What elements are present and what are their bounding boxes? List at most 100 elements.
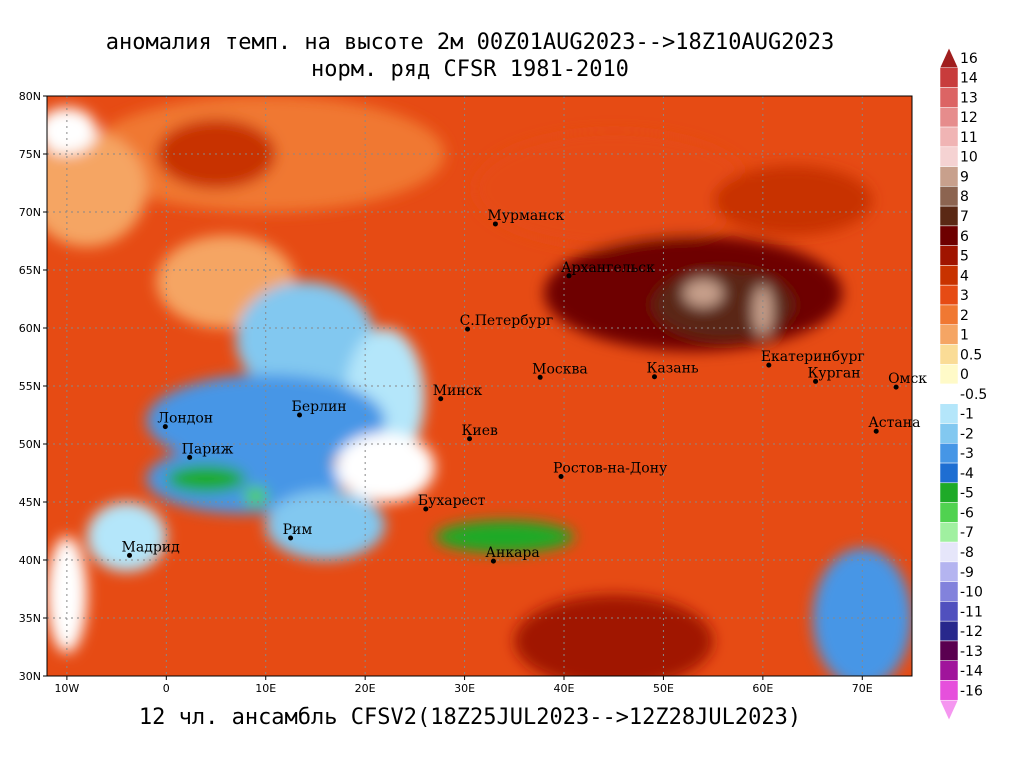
city-marker: [438, 396, 444, 402]
colorbar-swatch: [939, 383, 959, 405]
colorbar-swatch: [939, 126, 959, 148]
colorbar-label: 0.5: [960, 347, 982, 363]
city-label: Мадрид: [122, 539, 181, 555]
colorbar-swatch: [939, 363, 959, 385]
colorbar-swatch: [939, 344, 959, 365]
chart-title-line1: аномалия темп. на высоте 2м 00Z01AUG2023…: [105, 30, 835, 55]
colorbar-swatch: [939, 423, 959, 444]
colorbar-label: -10: [960, 585, 983, 601]
anomaly-region: [86, 502, 167, 572]
colorbar-swatch: [939, 225, 959, 246]
colorbar-swatch: [939, 680, 959, 701]
colorbar-swatch: [939, 443, 959, 464]
city-marker: [187, 454, 193, 460]
colorbar-swatch: [939, 660, 959, 681]
city-marker: [893, 384, 899, 390]
lat-tick-label: 60N: [19, 322, 41, 335]
colorbar-swatch: [939, 304, 959, 325]
colorbar-swatch: [939, 462, 959, 484]
colorbar: 16 14 13 12 11 10 9 8 7 6 5 4 3 2 1 0.5 0 -0.5 -1 -2 -3 -4 -5 -…: [939, 47, 987, 721]
city-marker: [813, 378, 819, 384]
anomaly-region: [243, 486, 268, 506]
city-label: Казань: [646, 361, 698, 377]
lon-tick-label: 10E: [255, 682, 276, 695]
colorbar-label: -9: [960, 565, 974, 581]
colorbar-label: 13: [960, 90, 978, 106]
city-label: Анкара: [485, 545, 539, 561]
lat-tick-label: 40N: [19, 554, 41, 567]
city-label: Екатеринбург: [761, 349, 865, 365]
colorbar-label: -13: [960, 644, 983, 660]
colorbar-swatch: [939, 205, 959, 227]
city-marker: [297, 412, 303, 418]
anomaly-region: [235, 281, 376, 398]
colorbar-label: 1: [960, 328, 969, 344]
colorbar-swatch: [939, 265, 959, 286]
colorbar-label: -5: [960, 486, 974, 502]
city-marker: [467, 436, 473, 442]
city-label: Мурманск: [487, 208, 564, 224]
lat-tick-label: 30N: [19, 670, 41, 683]
map-grid: [46, 95, 913, 677]
colorbar-swatch: [939, 107, 959, 128]
city-label: Киев: [462, 423, 498, 439]
colorbar-swatch: [939, 640, 959, 661]
colorbar-label: 5: [960, 249, 969, 265]
city-labels: Мурманск Архангельск С.Петербург Москва Каза…: [122, 208, 927, 564]
colorbar-swatch: [939, 403, 959, 424]
lon-tick-label: 50E: [653, 682, 674, 695]
lat-tick-label: 70N: [19, 206, 41, 219]
lat-tick-label: 35N: [19, 612, 41, 625]
city-label: С.Петербург: [460, 313, 554, 329]
city-marker: [288, 535, 294, 541]
colorbar-label: -11: [960, 604, 983, 620]
colorbar-swatch: [939, 620, 959, 642]
colorbar-label: -3: [960, 446, 974, 462]
city-label: Курган: [808, 365, 861, 381]
colorbar-cap-bottom: [939, 699, 959, 721]
colorbar-swatch: [939, 324, 959, 345]
city-marker: [558, 473, 564, 479]
colorbar-swatch: [939, 581, 959, 602]
city-label: Париж: [182, 441, 234, 457]
colorbar-label: 2: [960, 308, 969, 324]
colorbar-swatch: [939, 67, 959, 88]
colorbar-label: -7: [960, 525, 974, 541]
city-marker: [766, 362, 772, 368]
anomaly-region: [474, 130, 753, 247]
colorbar-swatch: [939, 522, 959, 543]
colorbar-label: 4: [960, 268, 969, 284]
colorbar-label: -6: [960, 505, 974, 521]
colorbar-swatch: [939, 541, 959, 563]
city-label: Омск: [888, 371, 927, 387]
city-label: Москва: [532, 361, 588, 377]
colorbar-label: -2: [960, 426, 974, 442]
city-marker: [492, 221, 498, 227]
city-label: Астана: [868, 415, 920, 431]
colorbar-label: -8: [960, 545, 974, 561]
colorbar-label: -1: [960, 407, 974, 423]
lon-tick-label: 30E: [454, 682, 475, 695]
city-label: Рим: [283, 522, 313, 538]
colorbar-swatch: [939, 601, 959, 622]
anomaly-region: [265, 490, 386, 560]
colorbar-swatch: [939, 482, 959, 503]
lon-tick-label: 70E: [852, 682, 873, 695]
lon-tick-label: 60E: [752, 682, 773, 695]
city-marker: [651, 374, 657, 380]
anomaly-region: [434, 520, 574, 554]
lat-tick-label: 55N: [19, 380, 41, 393]
colorbar-cap-top: [939, 47, 959, 69]
anomaly-region: [47, 107, 97, 154]
map-axes: 80N 75N 70N 65N 60N 55N 50N 45N 40N 35N 30N 10W 0 10E…: [19, 90, 873, 695]
city-marker: [162, 424, 168, 430]
chart-title-line2: норм. ряд CFSR 1981-2010: [311, 57, 629, 82]
ensemble-caption: 12 чл. ансамбль CFSV2(18Z25JUL2023-->12Z…: [138, 705, 802, 730]
colorbar-swatch: [939, 186, 959, 207]
lon-tick-label: 40E: [554, 682, 575, 695]
colorbar-swatch: [939, 502, 959, 523]
city-marker: [566, 273, 572, 279]
city-marker: [423, 506, 429, 512]
colorbar-label: 12: [960, 110, 978, 126]
